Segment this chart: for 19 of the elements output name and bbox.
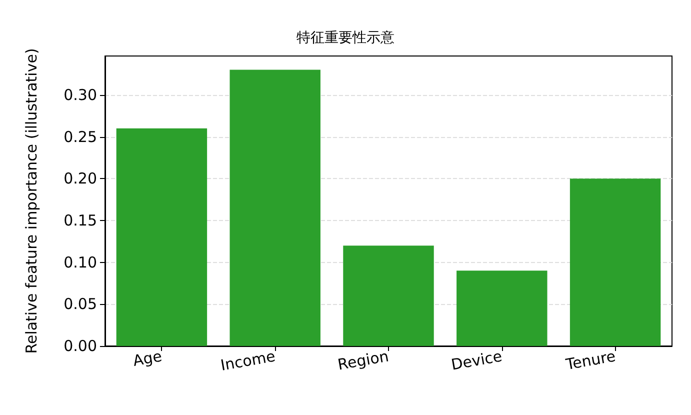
chart-title: 特征重要性示意	[296, 30, 394, 46]
x-tick-label: Tenure	[564, 347, 617, 374]
y-axis-title: Relative feature importance (illustrative)	[22, 48, 40, 354]
x-tick-label: Age	[132, 347, 164, 370]
bar	[116, 128, 208, 346]
bar	[230, 70, 320, 346]
y-tick-label: 0.10	[64, 253, 97, 272]
x-tick-label: Income	[219, 347, 277, 374]
x-tick-label: Device	[450, 347, 504, 374]
y-tick-label: 0.05	[64, 295, 97, 314]
bar	[456, 270, 548, 346]
y-tick-label: 0.00	[64, 337, 97, 355]
bar	[343, 246, 434, 346]
y-tick-label: 0.25	[64, 128, 97, 146]
y-tick-label: 0.15	[64, 211, 97, 230]
x-tick-label: Region	[336, 347, 390, 374]
bar	[570, 178, 661, 346]
y-tick-label: 0.20	[64, 170, 97, 188]
y-tick-label: 0.30	[64, 86, 97, 104]
